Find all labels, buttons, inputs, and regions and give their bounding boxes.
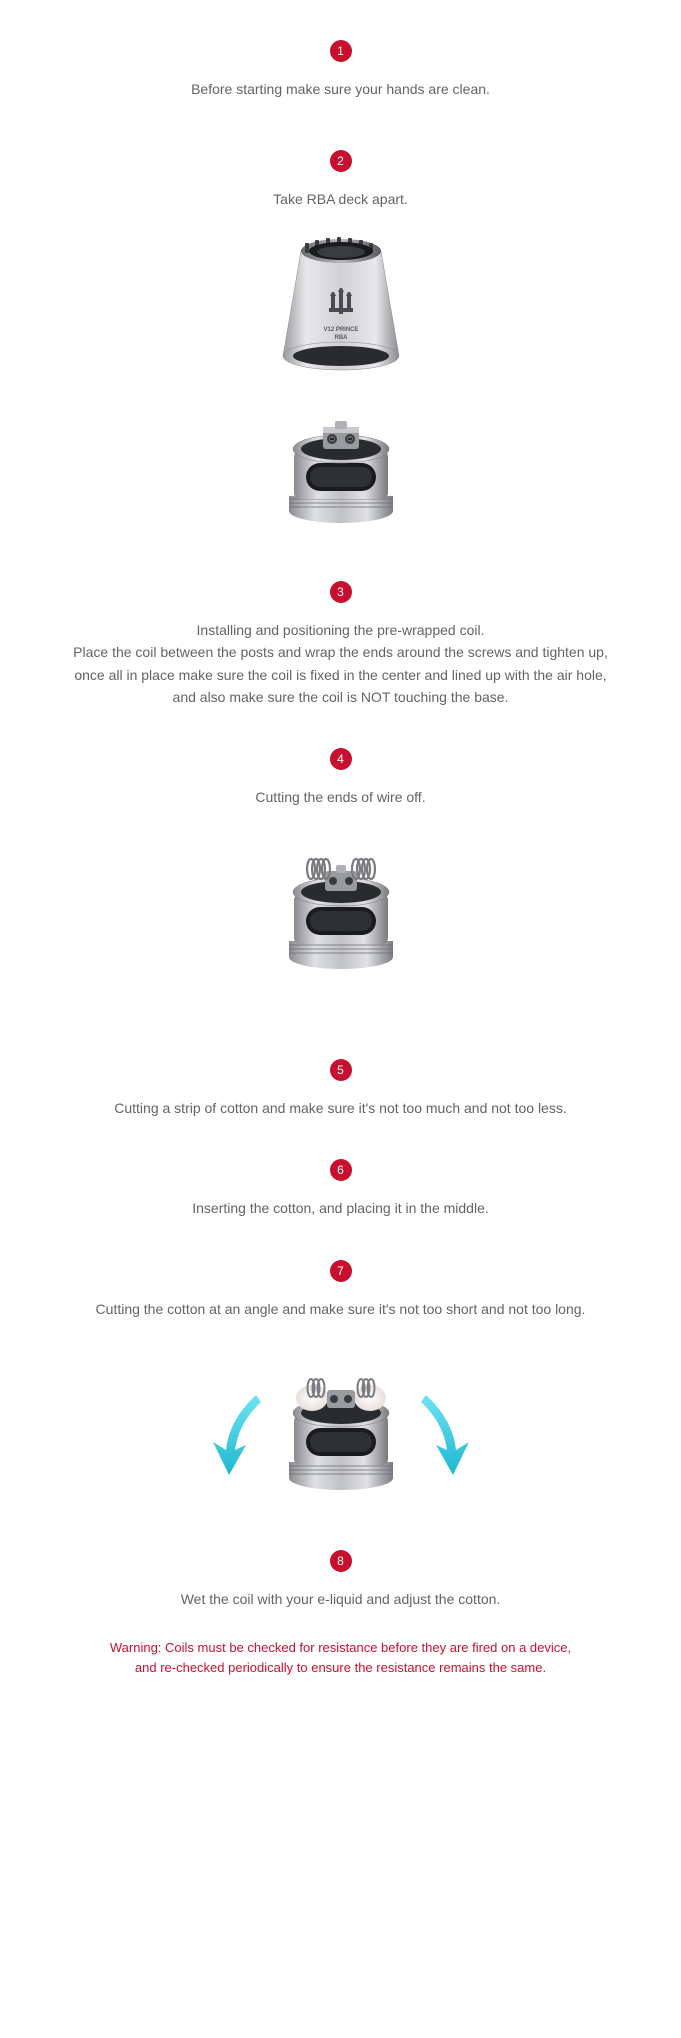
image-deck-top: V12 PRINCE RBA — [20, 231, 661, 381]
arrow-right-icon — [411, 1390, 471, 1480]
step-badge-3: 3 — [330, 581, 352, 603]
step-badge-2: 2 — [330, 150, 352, 172]
step-8: 8 Wet the coil with your e-liquid and ad… — [20, 1550, 661, 1610]
step-2: 2 Take RBA deck apart. — [20, 150, 661, 210]
step-5: 5 Cutting a strip of cotton and make sur… — [20, 1059, 661, 1119]
step-7: 7 Cutting the cotton at an angle and mak… — [20, 1260, 661, 1320]
image-deck-base — [20, 401, 661, 531]
step-badge-1: 1 — [330, 40, 352, 62]
step-text-4: Cutting the ends of wire off. — [20, 786, 661, 808]
step-text-2: Take RBA deck apart. — [20, 188, 661, 210]
arrow-left-icon — [211, 1390, 271, 1480]
step-badge-7: 7 — [330, 1260, 352, 1282]
image-cotton-installed — [20, 1340, 661, 1510]
step-badge-8: 8 — [330, 1550, 352, 1572]
warning-text: Warning: Coils must be checked for resis… — [20, 1638, 661, 1677]
step-text-7: Cutting the cotton at an angle and make … — [20, 1298, 661, 1320]
step-text-8: Wet the coil with your e-liquid and adju… — [20, 1588, 661, 1610]
step-text-3: Installing and positioning the pre-wrapp… — [20, 619, 661, 709]
step-text-5: Cutting a strip of cotton and make sure … — [20, 1097, 661, 1119]
step-text-6: Inserting the cotton, and placing it in … — [20, 1197, 661, 1219]
step-6: 6 Inserting the cotton, and placing it i… — [20, 1159, 661, 1219]
step-3: 3 Installing and positioning the pre-wra… — [20, 581, 661, 709]
step-4: 4 Cutting the ends of wire off. — [20, 748, 661, 808]
image-coil-installed — [20, 829, 661, 979]
step-badge-4: 4 — [330, 748, 352, 770]
step-1: 1 Before starting make sure your hands a… — [20, 40, 661, 100]
svg-text:RBA: RBA — [334, 335, 348, 341]
step-text-1: Before starting make sure your hands are… — [20, 78, 661, 100]
step-badge-6: 6 — [330, 1159, 352, 1181]
step-badge-5: 5 — [330, 1059, 352, 1081]
svg-text:V12 PRINCE: V12 PRINCE — [323, 327, 358, 333]
